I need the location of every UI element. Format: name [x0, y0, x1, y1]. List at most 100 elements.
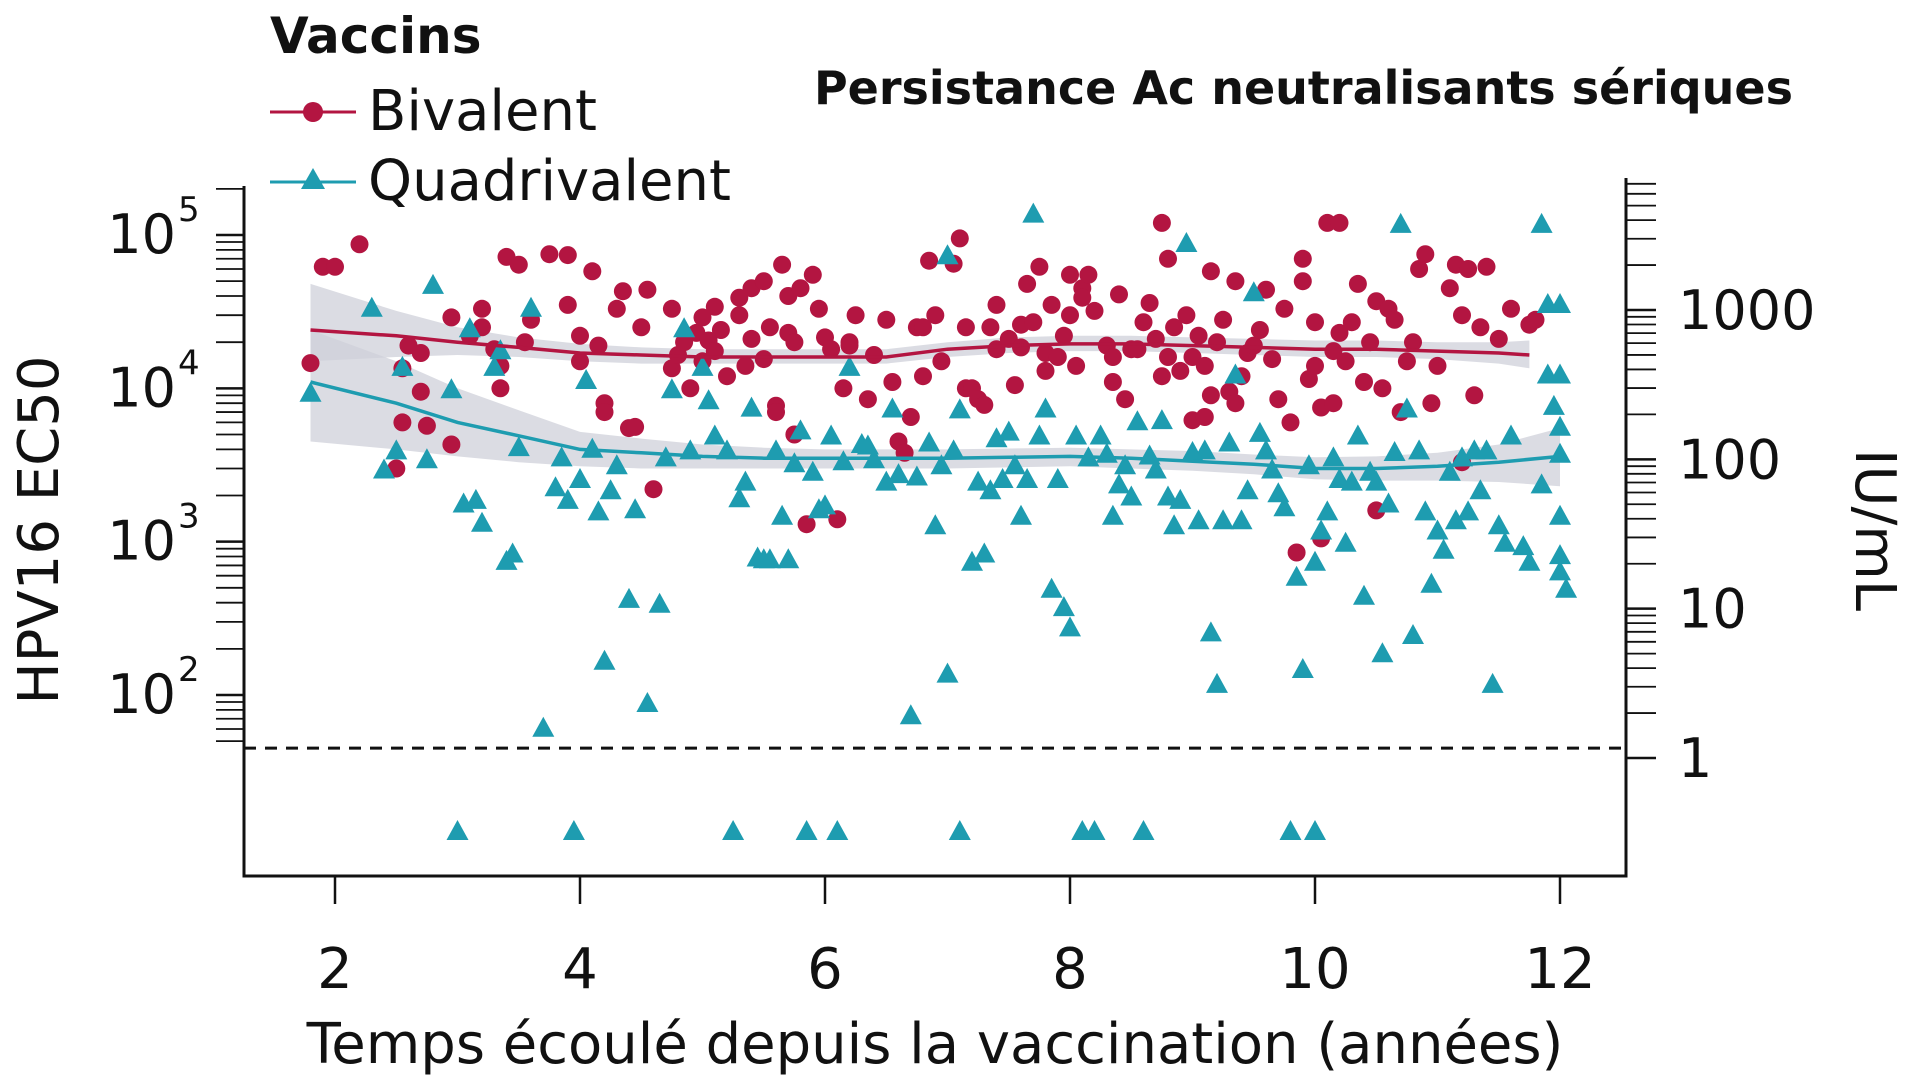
point-quadrivalent	[948, 398, 971, 419]
point-bivalent	[1116, 390, 1135, 409]
x-axis-ticks: 2 4 6 8 10 12	[317, 876, 1596, 1002]
point-quadrivalent	[1310, 519, 1333, 540]
point-quadrivalent	[1469, 479, 1492, 500]
point-bivalent	[1373, 379, 1392, 398]
point-quadrivalent	[1408, 439, 1431, 460]
point-bivalent	[1159, 348, 1177, 366]
point-quadrivalent	[758, 548, 781, 569]
point-bivalent	[956, 318, 975, 337]
point-bivalent	[1257, 280, 1275, 299]
point-quadrivalent	[1144, 458, 1167, 479]
left-tick-label-exponent: 2	[178, 650, 200, 690]
point-quadrivalent	[550, 446, 573, 467]
point-bivalent	[1005, 376, 1024, 395]
point-quadrivalent	[1224, 363, 1247, 384]
point-quadrivalent	[979, 479, 1002, 500]
chart-title: Persistance Ac neutralisants sériques	[814, 61, 1793, 115]
point-quadrivalent	[581, 437, 604, 458]
point-quadrivalent	[1365, 470, 1388, 491]
point-bivalent	[730, 288, 749, 307]
point-bivalent	[803, 265, 822, 284]
point-quadrivalent	[1255, 439, 1277, 460]
point-quadrivalent	[1059, 616, 1081, 637]
point-bivalent	[1397, 352, 1416, 371]
point-quadrivalent	[1016, 468, 1039, 488]
point-bivalent	[1404, 333, 1422, 352]
point-bivalent	[1079, 265, 1098, 284]
point-quadrivalent	[544, 476, 567, 497]
x-tick-label: 10	[1279, 937, 1350, 1002]
point-bivalent	[1067, 356, 1086, 375]
point-bivalent	[1263, 350, 1282, 369]
point-bivalent	[1526, 310, 1545, 329]
left-tick-label: 10	[107, 510, 176, 573]
point-quadrivalent	[936, 662, 959, 683]
point-quadrivalent	[446, 820, 469, 840]
point-quadrivalent	[875, 470, 898, 491]
point-quadrivalent	[1383, 441, 1406, 461]
point-quadrivalent	[1285, 565, 1308, 586]
legend-quadrivalent-label: Quadrivalent	[368, 149, 731, 214]
point-quadrivalent	[471, 511, 493, 532]
trend-lines	[310, 328, 1561, 471]
point-quadrivalent	[942, 439, 965, 460]
point-bivalent	[1012, 338, 1030, 357]
point-quadrivalent	[814, 494, 836, 515]
point-bivalent	[834, 379, 853, 398]
point-quadrivalent	[1273, 496, 1296, 517]
point-bivalent	[883, 373, 902, 391]
point-bivalent	[1281, 413, 1300, 432]
legend-quadrivalent-marker	[301, 168, 325, 189]
point-quadrivalent	[1414, 500, 1437, 521]
point-quadrivalent	[820, 424, 843, 445]
legend-item-quadrivalent: Quadrivalent	[270, 149, 731, 214]
legend-bivalent-label: Bivalent	[368, 79, 597, 144]
point-bivalent	[718, 367, 736, 386]
point-quadrivalent	[887, 463, 910, 484]
point-quadrivalent	[1457, 500, 1480, 521]
point-quadrivalent	[1549, 560, 1571, 581]
y-axis-label: HPV16 EC50	[7, 356, 72, 705]
point-bivalent	[1061, 306, 1079, 325]
point-bivalent	[877, 310, 896, 329]
point-bivalent	[540, 245, 559, 264]
point-quadrivalent	[1542, 394, 1565, 415]
point-bivalent	[613, 282, 632, 301]
point-quadrivalent	[599, 479, 622, 500]
point-bivalent	[393, 413, 412, 432]
right-tick-label: 1000	[1678, 279, 1815, 342]
point-quadrivalent	[1034, 397, 1057, 418]
point-quadrivalent	[618, 587, 640, 608]
point-bivalent	[1293, 249, 1312, 268]
point-bivalent	[571, 326, 589, 345]
point-bivalent	[1189, 326, 1208, 345]
point-quadrivalent	[1493, 531, 1516, 552]
point-quadrivalent	[648, 592, 671, 613]
left-tick-label: 10	[107, 663, 176, 726]
point-bivalent	[1152, 367, 1171, 386]
point-quadrivalent	[1230, 509, 1253, 530]
point-bivalent	[1489, 329, 1508, 348]
point-quadrivalent	[1236, 479, 1259, 500]
point-bivalent	[822, 340, 841, 359]
point-quadrivalent	[961, 550, 983, 571]
point-quadrivalent	[1432, 538, 1455, 559]
point-quadrivalent	[1353, 584, 1375, 605]
point-quadrivalent	[1395, 397, 1418, 418]
point-quadrivalent	[624, 498, 647, 519]
point-bivalent	[1324, 394, 1343, 413]
point-bivalent	[301, 354, 320, 373]
point-quadrivalent	[1022, 202, 1045, 223]
point-bivalent	[681, 379, 700, 398]
point-bivalent	[1073, 288, 1092, 307]
point-bivalent	[1177, 306, 1196, 325]
point-quadrivalent	[765, 439, 787, 460]
point-bivalent	[350, 235, 369, 254]
point-bivalent	[1159, 249, 1177, 268]
point-bivalent	[773, 255, 792, 274]
point-bivalent	[1250, 321, 1269, 339]
point-bivalent	[1208, 333, 1226, 352]
point-bivalent	[644, 480, 663, 499]
point-quadrivalent	[801, 460, 824, 481]
point-bivalent	[785, 333, 804, 352]
